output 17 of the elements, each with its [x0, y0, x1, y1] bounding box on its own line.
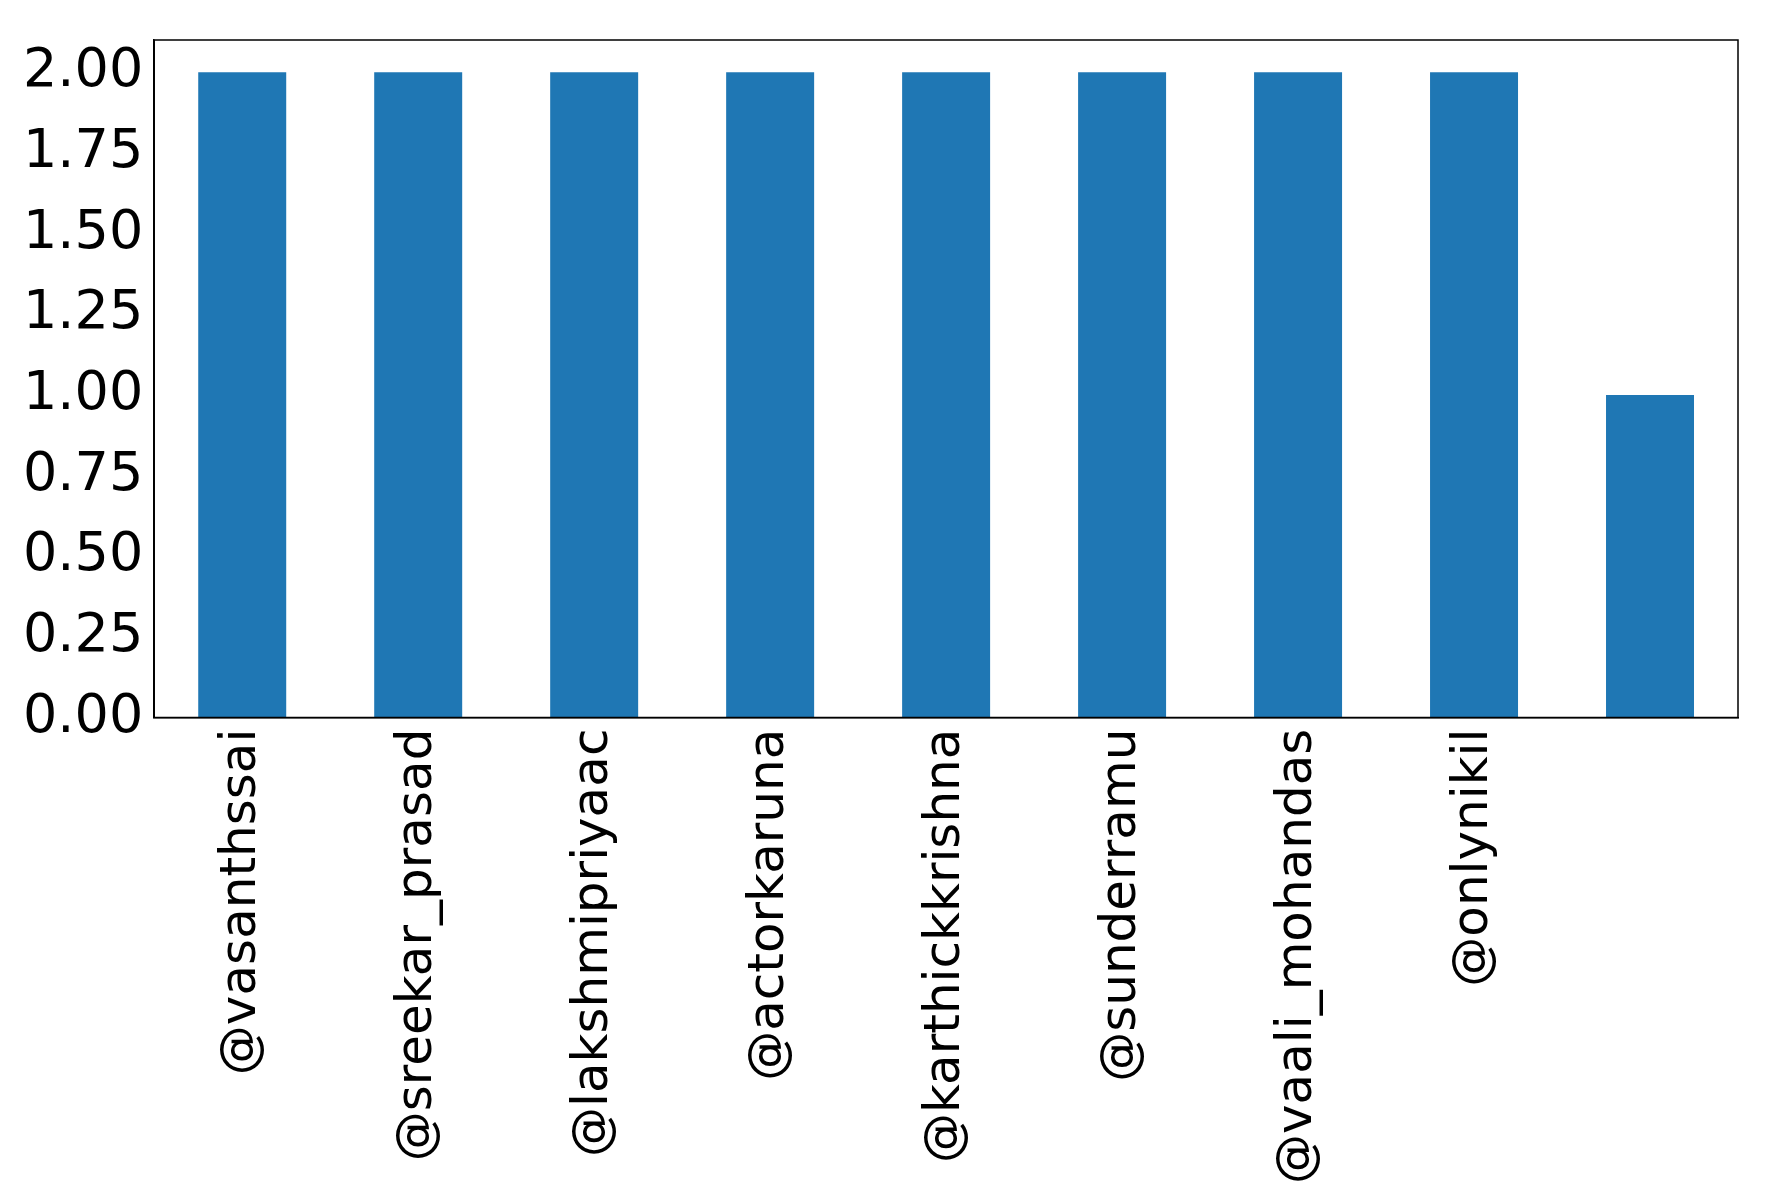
- y-tick-label: 2.00: [23, 36, 144, 100]
- y-tick-label: 1.75: [23, 116, 144, 180]
- x-tick-label: @vaali_mohandas: [1265, 728, 1324, 1185]
- y-tick-label: 1.00: [23, 358, 144, 422]
- y-tick-label: 0.50: [23, 520, 144, 584]
- y-tick-label: 1.50: [23, 197, 144, 261]
- x-tick-label: @sreekar_prasad: [385, 728, 444, 1162]
- y-tick-label: 0.75: [23, 439, 144, 503]
- y-tick-label: 0.00: [23, 681, 144, 745]
- x-tick-label: @actorkaruna: [737, 728, 796, 1081]
- y-tick-label: 0.25: [23, 600, 144, 664]
- x-tick-label: @karthickkrishna: [913, 728, 972, 1163]
- x-tick-label: @vasanthssai: [209, 728, 268, 1076]
- x-tick-label: @onlynikil: [1441, 728, 1500, 987]
- x-tick-label: @sunderramu: [1089, 728, 1148, 1082]
- y-tick-label: 1.25: [23, 278, 144, 342]
- x-tick-label: @lakshmipriyaac: [561, 728, 620, 1157]
